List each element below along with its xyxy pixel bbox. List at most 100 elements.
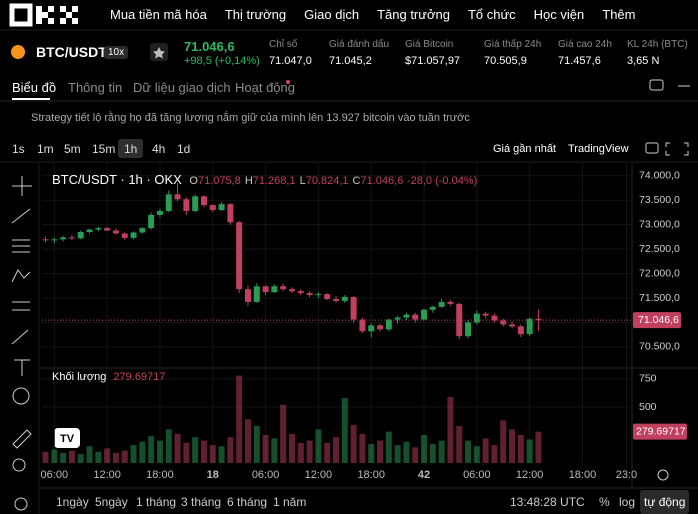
interval[interactable]: 4h [152,142,166,156]
nav-item[interactable]: Mua tiền mã hóa [110,7,207,22]
ohlc-key: C [352,175,361,187]
candle-body [421,309,428,320]
interval[interactable]: 5m [64,142,81,156]
scale-button[interactable]: log [619,495,636,509]
volume-bar [165,429,172,463]
interval[interactable]: 1s [12,142,25,156]
range[interactable]: 3 tháng [181,495,222,509]
scale-button[interactable]: tự động [640,490,690,514]
candle-body [280,286,287,290]
volume-bar [350,424,357,463]
stat-value: 71.457,6 [558,55,601,67]
watermark: TV [54,428,80,448]
last-price-label: 71.046,6 [638,314,679,326]
stat-value: 3,65 N [627,55,660,67]
volume-bar [500,420,507,463]
volume-bar [218,446,225,463]
volume-bar [156,440,163,463]
x-tick-label: 18:00 [146,469,174,481]
candle-body [465,322,472,337]
watermark-text: TV [60,433,75,445]
nav-item[interactable]: Tổ chức [467,7,516,22]
stat-label: KL 24h (BTC) [627,39,688,50]
candle-body [403,314,410,318]
range[interactable]: 1ngày [56,495,89,509]
ohlc-value: 71.075,8 [197,175,241,187]
candle-body [139,228,146,233]
volume-bar [148,436,155,463]
volume-bar [456,426,463,463]
volume-bar [421,434,428,463]
stat-value: 70.505,9 [484,55,527,67]
candle-body [209,205,216,211]
volume-bar [95,451,102,463]
tab[interactable]: Dữ liệu giao dịch [133,80,231,95]
tab[interactable]: Thông tin [68,80,123,95]
volume-bar [51,449,58,463]
nav-item[interactable]: Giao dịch [304,7,360,22]
candle-body [517,326,524,335]
volume-bar [253,426,260,463]
ohlc-key: O [189,175,198,187]
ohlc-key: L [299,175,306,187]
scale-button[interactable]: % [599,495,610,509]
tab[interactable]: Hoạt động [235,80,295,95]
x-tick-label: 23:0 [616,469,637,481]
volume-tag-label: 279.69717 [636,425,686,437]
candle-body [148,214,155,229]
candle-body [333,298,339,301]
volume-bar [104,448,111,463]
candle-body [183,199,190,211]
toolbar-icons [11,142,689,511]
nav-item[interactable]: Thị trường [224,7,287,22]
interval[interactable]: 15m [92,142,116,156]
volume-bar [60,452,67,463]
volume-legend: Khối lượng 279.69717 [52,371,165,383]
volume-bar [341,398,348,463]
price-source[interactable]: Giá gần nhất [493,143,556,155]
volume-bar [368,443,375,463]
candle-body [77,232,84,239]
x-tick-label: 12:00 [305,469,333,481]
candle-body [244,289,251,302]
x-tick-label: 12:00 [93,469,121,481]
nav-item[interactable]: Thêm [602,7,636,22]
tab[interactable]: Biểu đồ [12,80,57,95]
range[interactable]: 1 tháng [136,495,177,509]
candle-body [482,313,489,316]
pair[interactable]: BTC/USDT [36,44,107,60]
range[interactable]: 6 tháng [227,495,268,509]
stat-label: Giá thấp 24h [484,39,542,50]
interval[interactable]: 1h [124,142,138,156]
announcement[interactable]: Strategy tiết lộ rằng họ đã tăng lượng n… [31,112,470,124]
price-change: +98,5 (+0,14%) [184,55,260,67]
logo [9,3,78,27]
nav-item[interactable]: Tăng trưởng [377,7,450,22]
stat-label: Giá đánh dấu [329,39,390,50]
ohlc-value: 71.268,1 [252,175,296,187]
volume-bar [473,446,480,463]
volume-bar [526,439,533,463]
volume-bar [183,442,190,463]
range[interactable]: 1 năm [273,495,307,509]
stat-value: $71.057,97 [405,55,461,67]
candle-body [341,297,348,301]
candle-body [86,229,93,233]
chart-style[interactable]: TradingView [568,143,629,155]
layout-icon[interactable] [649,79,664,91]
volume-bar [130,445,137,463]
volume-bar [77,454,84,463]
stat-label: Chỉ số [269,39,298,50]
stat-value: 71.047,0 [269,55,312,67]
interval[interactable]: 1d [177,142,191,156]
x-tick-label: 06:00 [463,469,491,481]
leverage-badge: 10x [104,46,129,59]
volume-bar [244,419,251,463]
range[interactable]: 5ngày [95,495,128,509]
volume-bar [86,446,93,463]
nav-item[interactable]: Học viện [533,7,585,22]
last-price: 71.046,6 [184,39,235,54]
volume-bar [438,440,445,463]
interval[interactable]: 1m [37,142,54,156]
candle-body [535,318,542,321]
